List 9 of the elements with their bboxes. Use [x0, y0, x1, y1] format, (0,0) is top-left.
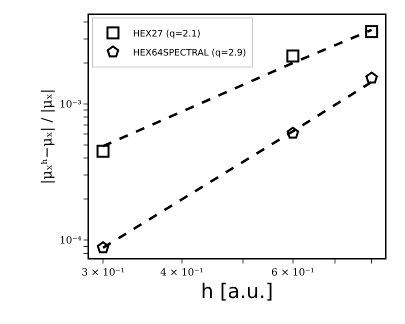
x-tick-label: 4 × 10⁻¹	[160, 268, 204, 278]
x-tick-label: 6 × 10⁻¹	[271, 268, 314, 278]
legend-label: HEX64SPECTRAL (q=2.9)	[132, 48, 246, 58]
x-tick-label: 3 × 10⁻¹	[81, 268, 125, 278]
y-tick-label: 10⁻³	[59, 99, 82, 110]
y-axis-title: |μₓʰ−μₓ| / |μₓ|	[39, 88, 56, 184]
legend-label: HEX27 (q=2.1)	[132, 29, 200, 40]
y-tick-label: 10⁻⁴	[59, 236, 82, 247]
x-axis-title: h [a.u.]	[200, 278, 274, 303]
